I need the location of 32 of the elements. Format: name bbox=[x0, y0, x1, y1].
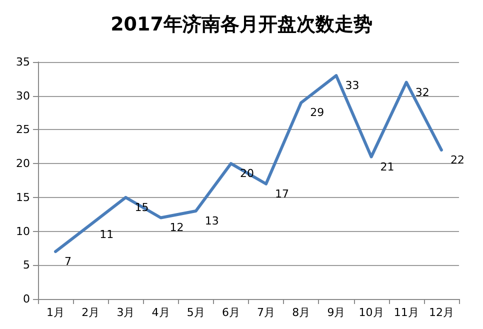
y-tick-label: 0 bbox=[23, 292, 30, 306]
data-label: 7 bbox=[64, 255, 72, 268]
y-tick-label: 25 bbox=[16, 123, 30, 136]
line-series bbox=[54, 74, 443, 254]
x-tick-label: 11月 bbox=[394, 306, 419, 319]
x-tick-label: 12月 bbox=[428, 306, 454, 319]
data-label: 12 bbox=[170, 221, 184, 234]
data-label: 32 bbox=[415, 86, 430, 99]
y-tick-label: 30 bbox=[16, 89, 30, 102]
x-tick-label: 3月 bbox=[116, 306, 135, 319]
data-label: 17 bbox=[275, 187, 290, 200]
x-tick-label: 9月 bbox=[327, 306, 346, 319]
chart-title: 2017年济南各月开盘次数走势 bbox=[110, 14, 372, 36]
data-label: 29 bbox=[310, 106, 324, 120]
y-tick-label: 10 bbox=[16, 224, 30, 238]
data-label: 22 bbox=[450, 154, 464, 167]
x-tick-label: 2月 bbox=[82, 306, 100, 319]
x-tick-label: 7月 bbox=[257, 306, 276, 319]
x-tick-label: 6月 bbox=[222, 306, 240, 319]
x-tick-label: 5月 bbox=[186, 306, 205, 319]
data-label: 33 bbox=[345, 79, 360, 92]
y-tick-label: 15 bbox=[16, 190, 30, 204]
x-tick-label: 4月 bbox=[152, 306, 170, 319]
x-tick-label: 10月 bbox=[358, 306, 384, 319]
data-label: 21 bbox=[380, 160, 394, 174]
data-label: 11 bbox=[100, 228, 114, 242]
x-tick-label: 8月 bbox=[292, 306, 310, 319]
data-label: 13 bbox=[204, 214, 219, 228]
x-tick-label: 1月 bbox=[46, 306, 65, 319]
y-tick-label: 20 bbox=[16, 157, 30, 170]
y-tick-label: 35 bbox=[16, 56, 30, 68]
y-tick-label: 5 bbox=[23, 258, 30, 272]
